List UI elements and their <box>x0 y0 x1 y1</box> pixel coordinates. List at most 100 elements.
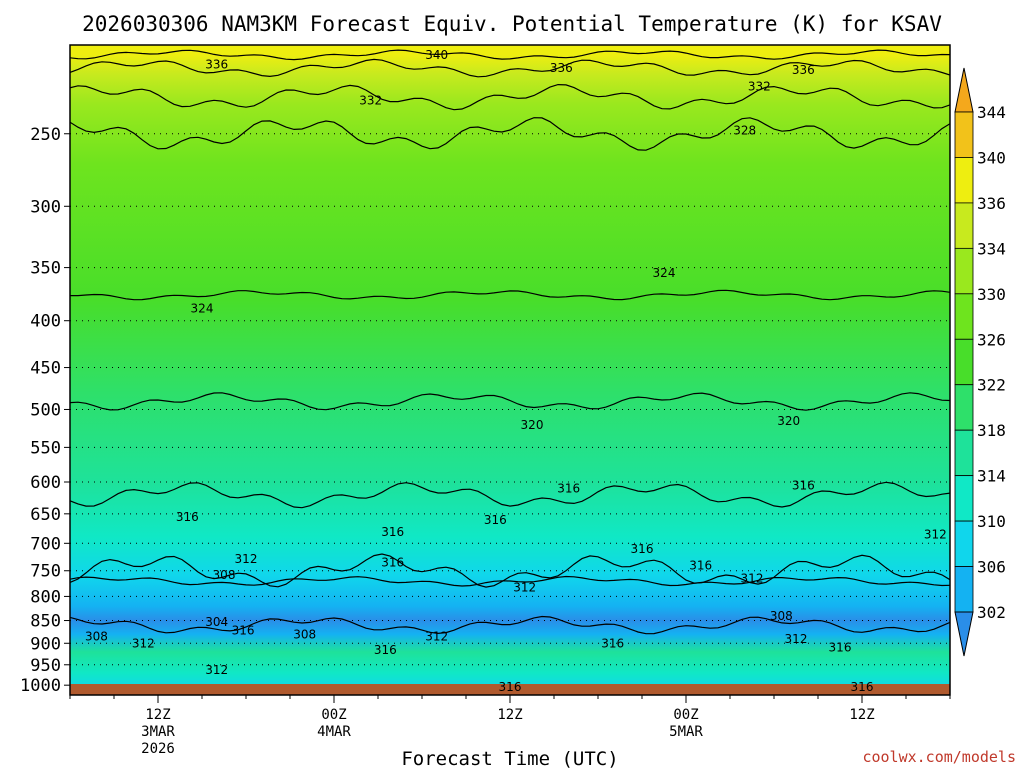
contour-label: 312 <box>785 632 808 646</box>
contour-line-328 <box>70 117 950 151</box>
contour-label: 340 <box>425 48 448 62</box>
contour-label: 324 <box>191 302 214 316</box>
contour-label: 316 <box>484 513 507 527</box>
credit-text: coolwx.com/models <box>862 748 1016 766</box>
y-tick-label: 1000 <box>20 676 61 696</box>
y-tick-label: 350 <box>30 259 61 279</box>
contour-labels: 340 336 336 336 332 332 328 324 324 320 320 316 316 3… <box>85 48 947 694</box>
contour-label: 316 <box>792 478 815 492</box>
contour-label: 336 <box>205 57 228 71</box>
colorbar-segment <box>954 475 974 522</box>
theta-e-field <box>70 45 950 695</box>
y-tick-label: 400 <box>30 312 61 332</box>
x-tick-label: 00Z <box>673 707 698 723</box>
y-tick-label: 550 <box>30 438 61 458</box>
contour-label: 328 <box>733 124 756 138</box>
contour-line-320 <box>70 392 950 411</box>
y-tick-label: 900 <box>30 634 61 654</box>
y-tick-label: 700 <box>30 534 61 554</box>
contour-line-312 <box>70 553 950 588</box>
contour-label: 304 <box>205 615 228 629</box>
contour-label: 312 <box>924 528 947 542</box>
x-tick-label: 00Z <box>321 707 346 723</box>
x-tick-sublabel: 4MAR <box>317 724 351 740</box>
contour-label: 316 <box>232 624 255 638</box>
contour-label: 316 <box>689 558 712 572</box>
contour-label: 312 <box>205 663 228 677</box>
x-tick-label: 12Z <box>849 707 874 723</box>
y-tick-label: 850 <box>30 612 61 632</box>
colorbar-tick-label: 344 <box>977 103 1006 122</box>
contour-label: 308 <box>213 568 236 582</box>
colorbar-segment <box>954 520 974 567</box>
colorbar-tick-label: 326 <box>977 330 1006 349</box>
colorbar-segment <box>954 566 974 613</box>
contour-label: 316 <box>499 680 522 694</box>
y-axis: 2503003504004505005506006507007508008509… <box>20 125 70 696</box>
contour-label: 312 <box>425 630 448 644</box>
contour-label: 316 <box>374 643 397 657</box>
contour-label: 316 <box>557 482 580 496</box>
x-tick-label: 12Z <box>497 707 522 723</box>
y-tick-label: 950 <box>30 656 61 676</box>
contour-lines <box>70 49 950 635</box>
colorbar-segment <box>954 429 974 477</box>
contour-label: 320 <box>777 414 800 428</box>
plot-area: 340 336 336 336 332 332 328 324 324 320 320 316 316 3… <box>70 45 950 695</box>
contour-label: 312 <box>513 580 536 594</box>
colorbar: 302 306 310 314 318 322 326 330 334 336 340 344 <box>954 67 1006 657</box>
contour-label: 308 <box>770 609 793 623</box>
contour-line-340 <box>70 49 950 61</box>
colorbar-segment <box>954 338 974 386</box>
colorbar-segment <box>954 247 974 295</box>
contour-label: 336 <box>550 61 573 75</box>
contour-label: 316 <box>381 556 404 570</box>
contour-label: 316 <box>829 641 852 655</box>
y-tick-label: 600 <box>30 473 61 493</box>
x-tick-label: 12Z <box>145 707 170 723</box>
colorbar-segment <box>954 111 974 158</box>
contour-label: 316 <box>601 636 624 650</box>
contour-label: 316 <box>631 542 654 556</box>
y-tick-label: 250 <box>30 125 61 145</box>
colorbar-tick-label: 310 <box>977 512 1006 531</box>
colorbar-segment <box>954 384 974 431</box>
chart-title: 2026030306 NAM3KM Forecast Equiv. Potent… <box>82 12 942 36</box>
y-tick-label: 650 <box>30 505 61 525</box>
contour-label: 316 <box>176 510 199 524</box>
contour-label: 332 <box>748 80 771 94</box>
x-axis-label: Forecast Time (UTC) <box>401 748 618 768</box>
colorbar-segment <box>954 293 974 340</box>
colorbar-tick-label: 318 <box>977 421 1006 440</box>
colorbar-tick-label: 306 <box>977 558 1006 577</box>
contour-label: 312 <box>235 552 258 566</box>
contour-line-308 <box>70 575 950 587</box>
contour-label: 332 <box>359 94 382 108</box>
y-tick-label: 800 <box>30 587 61 607</box>
contour-label: 312 <box>741 572 764 586</box>
x-tick-sublabel: 3MAR <box>141 724 175 740</box>
contour-line-332 <box>70 83 950 111</box>
x-tick-sublabel: 2026 <box>141 741 175 757</box>
contour-line-324 <box>70 289 950 301</box>
colorbar-tick-label: 336 <box>977 194 1006 213</box>
contour-label: 324 <box>653 266 676 280</box>
contour-line-316 <box>70 481 950 509</box>
colorbar-tick-label: 314 <box>977 467 1006 486</box>
contour-label: 316 <box>851 680 874 694</box>
colorbar-min-triangle <box>954 611 974 657</box>
contour-line-336 <box>70 58 950 78</box>
colorbar-tick-label: 334 <box>977 239 1006 258</box>
contour-label: 316 <box>381 525 404 539</box>
colorbar-segment <box>954 157 974 204</box>
colorbar-tick-label: 330 <box>977 285 1006 304</box>
y-tick-label: 300 <box>30 197 61 217</box>
colorbar-tick-label: 302 <box>977 603 1006 622</box>
x-tick-sublabel: 5MAR <box>669 724 703 740</box>
contour-label: 336 <box>792 63 815 77</box>
contour-label: 312 <box>132 636 155 650</box>
y-tick-label: 750 <box>30 562 61 582</box>
y-tick-label: 500 <box>30 400 61 420</box>
